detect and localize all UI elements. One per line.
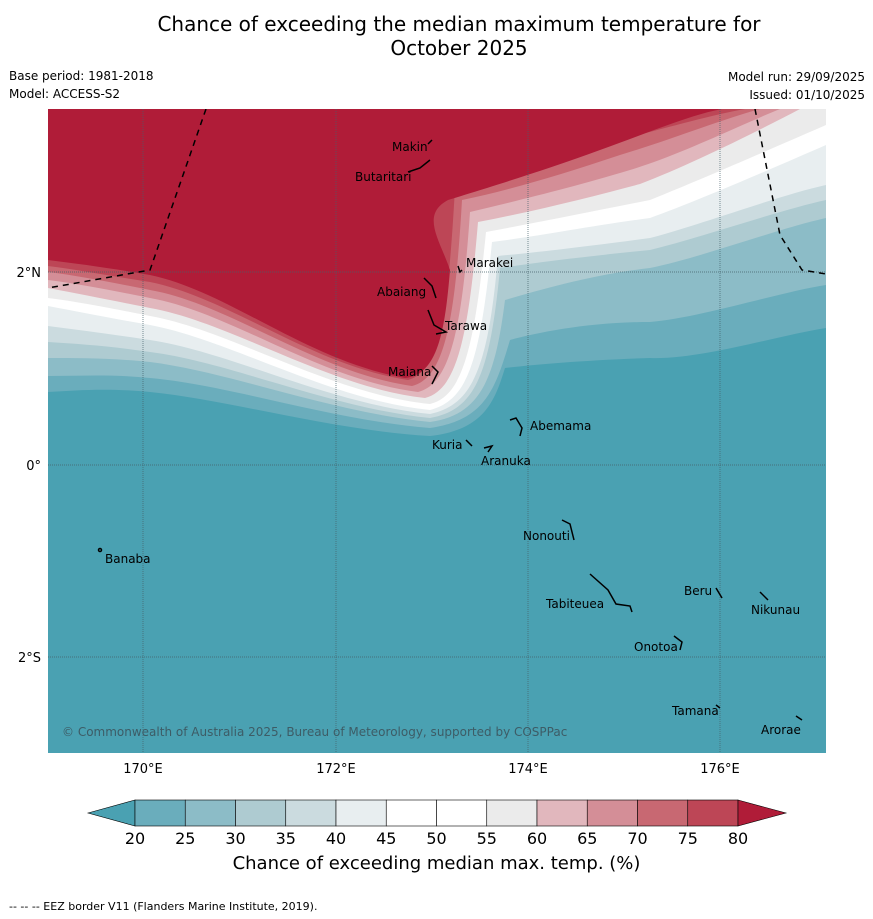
island-aranuka [483,444,494,453]
island-nikunau [759,591,769,601]
cb-tick-65: 65 [577,829,598,848]
eez-line-east [754,109,826,275]
model-name: Model: ACCESS-S2 [9,87,121,101]
colorbar-70-75 [637,799,689,827]
island-tarawa [427,309,449,335]
cb-tick-60: 60 [526,829,548,848]
label-marakei: Marakei [466,256,513,270]
label-abaiang: Abaiang [377,285,426,299]
colorbar-30-35 [235,799,287,827]
colorbar-35-40 [285,799,337,827]
title-line-1: Chance of exceeding the median maximum t… [157,12,761,36]
island-marakei [457,265,463,274]
label-tamana: Tamana [671,704,719,718]
x-tick-176e: 176°E [700,762,740,777]
copyright-note: © Commonwealth of Australia 2025, Bureau… [62,725,567,739]
label-nonouti: Nonouti [523,529,570,543]
colorbar-above-80 [737,799,788,827]
label-abemama: Abemama [530,419,591,433]
island-abemama [509,417,523,437]
island-kuria [465,439,473,447]
cb-tick-40: 40 [325,829,347,848]
y-tick-2n: 2°N [17,266,42,281]
colorbar-55-60 [486,799,538,827]
meta-right: Model run: 29/09/2025 Issued: 01/10/2025 [728,70,865,102]
cb-tick-25: 25 [175,829,196,848]
label-kuria: Kuria [432,438,463,452]
label-butaritari: Butaritari [355,170,412,184]
place-labels: Makin Butaritari Marakei Abaiang Tarawa … [105,140,801,737]
label-nikunau: Nikunau [751,603,800,617]
colorbar-title: Chance of exceeding median max. temp. (%… [232,853,641,874]
eez-border [48,109,826,289]
meta-left: Base period: 1981-2018 Model: ACCESS-S2 [9,69,154,101]
gridlines [48,109,826,753]
base-period: Base period: 1981-2018 [9,69,154,83]
x-tick-174e: 174°E [508,762,548,777]
y-tick-0: 0° [26,459,41,474]
eez-line-west [48,109,207,289]
island-makin [427,139,433,145]
islands [97,139,803,721]
label-makin: Makin [392,140,428,154]
label-onotoa: Onotoa [634,640,678,654]
x-tick-172e: 172°E [316,762,356,777]
colorbar-65-70 [586,799,638,827]
island-onotoa [673,635,683,651]
colorbar-tick-labels: 20 25 30 35 40 45 50 55 60 65 70 75 80 [0,829,873,849]
cb-tick-80: 80 [727,829,749,848]
island-beru [715,587,723,599]
label-beru: Beru [684,584,712,598]
colorbar-below-20 [86,799,136,827]
y-tick-2s: 2°S [18,651,41,666]
island-arorae [795,715,803,721]
colorbar-60-65 [536,799,588,827]
cb-tick-70: 70 [627,829,648,848]
cb-tick-35: 35 [275,829,296,848]
map-area: Makin Butaritari Marakei Abaiang Tarawa … [48,109,826,753]
axis-labels: 170°E 172°E 174°E 176°E 2°N 0° 2°S [17,266,740,777]
label-aranuka: Aranuka [481,454,531,468]
cb-tick-75: 75 [677,829,698,848]
label-banaba: Banaba [105,552,151,566]
colorbar-75-80 [687,799,739,827]
island-abaiang [423,277,437,299]
cb-tick-20: 20 [124,829,146,848]
footer-note: -- -- -- EEZ border V11 (Flanders Marine… [9,900,318,913]
label-tarawa: Tarawa [444,319,487,333]
map-title: Chance of exceeding the median maximum t… [0,12,873,60]
colorbar-25-30 [184,799,236,827]
island-maiana [431,365,439,385]
label-tabiteuea: Tabiteuea [545,597,604,611]
cb-tick-30: 30 [225,829,246,848]
colorbar-45-50 [385,799,437,827]
cb-tick-55: 55 [476,829,497,848]
label-maiana: Maiana [388,365,431,379]
island-butaritari [407,159,431,173]
model-run: Model run: 29/09/2025 [727,70,865,84]
island-nonouti [561,519,575,541]
colorbar [86,799,788,827]
cb-tick-50: 50 [426,829,447,848]
island-tamana [715,704,721,709]
title-line-2: October 2025 [390,36,528,60]
colorbar-40-45 [335,799,387,827]
island-banaba [97,547,103,553]
issued-date: Issued: 01/10/2025 [749,88,865,102]
cb-tick-45: 45 [376,829,397,848]
band-above-80 [48,109,722,378]
label-arorae: Arorae [761,723,801,737]
x-tick-170e: 170°E [123,762,163,777]
island-tabiteuea [589,573,633,613]
colorbar-50-55 [436,799,488,827]
colorbar-20-25 [134,799,186,827]
